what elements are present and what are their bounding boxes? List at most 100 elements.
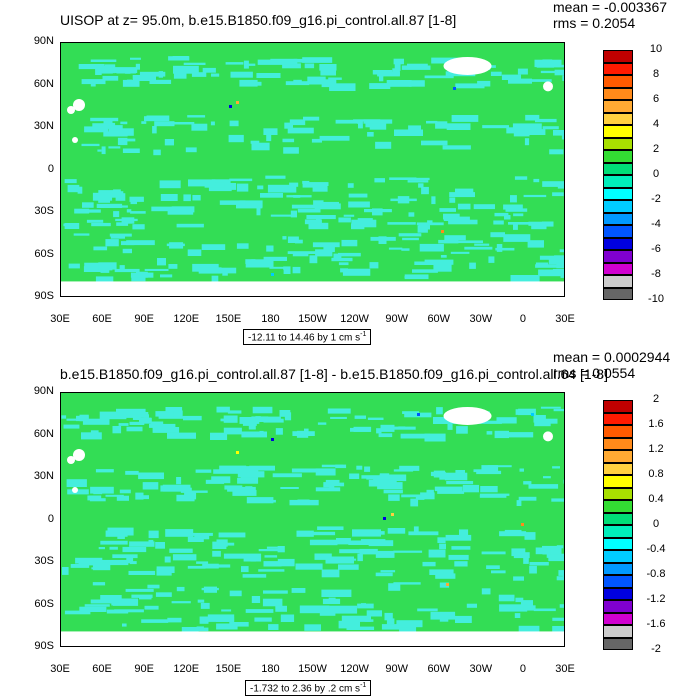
- colorbar-label: -1.6: [646, 618, 666, 630]
- field-patch: [429, 551, 438, 556]
- field-patch: [474, 243, 490, 246]
- field-patch: [426, 489, 434, 495]
- field-patch: [556, 576, 564, 581]
- field-patch: [115, 193, 126, 201]
- field-patch: [84, 604, 110, 607]
- field-patch: [317, 422, 327, 425]
- field-patch: [508, 78, 532, 84]
- lon-tick-label: 0: [519, 663, 526, 675]
- field-patch: [266, 133, 272, 142]
- field-patch: [292, 266, 301, 274]
- field-patch: [494, 430, 509, 439]
- colorbar-label: 8: [652, 68, 660, 80]
- colorbar-label: 2: [652, 393, 660, 405]
- field-patch: [374, 178, 385, 183]
- field-patch: [64, 610, 91, 615]
- field-patch: [115, 218, 138, 222]
- field-patch: [364, 209, 392, 213]
- field-patch: [148, 539, 154, 546]
- colorbar-box: [603, 75, 633, 88]
- field-patch: [341, 239, 358, 247]
- field-patch: [489, 65, 496, 68]
- field-patch: [424, 259, 454, 265]
- field-patch: [534, 421, 551, 427]
- field-patch: [506, 127, 534, 134]
- field-patch: [272, 473, 302, 478]
- field-patch: [202, 67, 216, 73]
- field-patch: [159, 180, 181, 189]
- field-patch: [293, 195, 301, 198]
- field-patch: [388, 583, 401, 591]
- field-patch: [95, 276, 114, 282]
- field-patch: [66, 418, 84, 421]
- field-patch: [176, 586, 185, 592]
- field-patch: [250, 140, 260, 144]
- field-patch: [375, 141, 392, 149]
- field-patch: [303, 116, 320, 121]
- field-patch: [389, 177, 417, 180]
- field-patch: [369, 262, 379, 269]
- field-patch: [338, 217, 351, 223]
- field-patch: [265, 175, 286, 179]
- map-field: [61, 43, 564, 296]
- field-patch: [270, 214, 295, 217]
- field-patch: [469, 262, 476, 269]
- field-patch: [414, 261, 439, 265]
- colorbar-box: [603, 287, 633, 300]
- field-patch: [126, 240, 155, 246]
- field-patch: [399, 465, 420, 471]
- field-patch: [90, 59, 117, 62]
- value-speck: [236, 451, 239, 454]
- field-patch: [454, 240, 483, 244]
- field-patch: [100, 269, 110, 273]
- field-patch: [466, 603, 477, 608]
- inland-sea-nodata: [543, 431, 553, 442]
- field-patch: [304, 219, 322, 225]
- field-patch: [548, 257, 564, 265]
- field-patch: [393, 550, 423, 553]
- field-patch: [552, 617, 564, 621]
- field-patch: [506, 432, 534, 438]
- field-patch: [304, 428, 309, 432]
- colorbar-box: [603, 175, 633, 188]
- field-patch: [322, 598, 341, 605]
- lon-tick-label: 30E: [50, 313, 70, 325]
- rms-value: rms = 0.2054: [553, 15, 636, 31]
- field-patch: [138, 472, 164, 480]
- colorbar-label: -2: [651, 193, 661, 205]
- field-patch: [526, 79, 552, 82]
- field-patch: [105, 239, 119, 247]
- field-patch: [183, 62, 206, 65]
- field-patch: [191, 123, 208, 131]
- field-patch: [92, 192, 113, 201]
- field-patch: [348, 201, 370, 208]
- field-patch: [319, 135, 350, 141]
- field-patch: [524, 532, 536, 540]
- field-patch: [156, 568, 172, 576]
- field-patch: [144, 605, 159, 610]
- field-patch: [357, 553, 363, 562]
- field-patch: [291, 468, 321, 473]
- field-patch: [227, 410, 242, 414]
- field-patch: [399, 627, 417, 635]
- field-patch: [187, 565, 206, 569]
- field-patch: [155, 411, 174, 417]
- field-patch: [266, 245, 274, 252]
- field-patch: [412, 269, 438, 273]
- field-patch: [138, 495, 149, 500]
- contour-range-label: -1.732 to 2.36 by .2 cm s-1: [245, 680, 372, 697]
- field-patch: [490, 71, 502, 76]
- field-patch: [512, 123, 542, 130]
- field-patch: [144, 268, 169, 271]
- field-patch: [283, 266, 290, 270]
- field-patch: [98, 547, 105, 550]
- field-patch: [538, 269, 564, 277]
- field-patch: [419, 243, 444, 252]
- lon-tick-label: 90E: [134, 313, 154, 325]
- field-patch: [188, 179, 216, 187]
- field-patch: [361, 475, 384, 479]
- field-patch: [82, 202, 94, 208]
- colorbar-box: [603, 425, 633, 438]
- field-patch: [184, 491, 197, 500]
- field-patch: [125, 470, 139, 475]
